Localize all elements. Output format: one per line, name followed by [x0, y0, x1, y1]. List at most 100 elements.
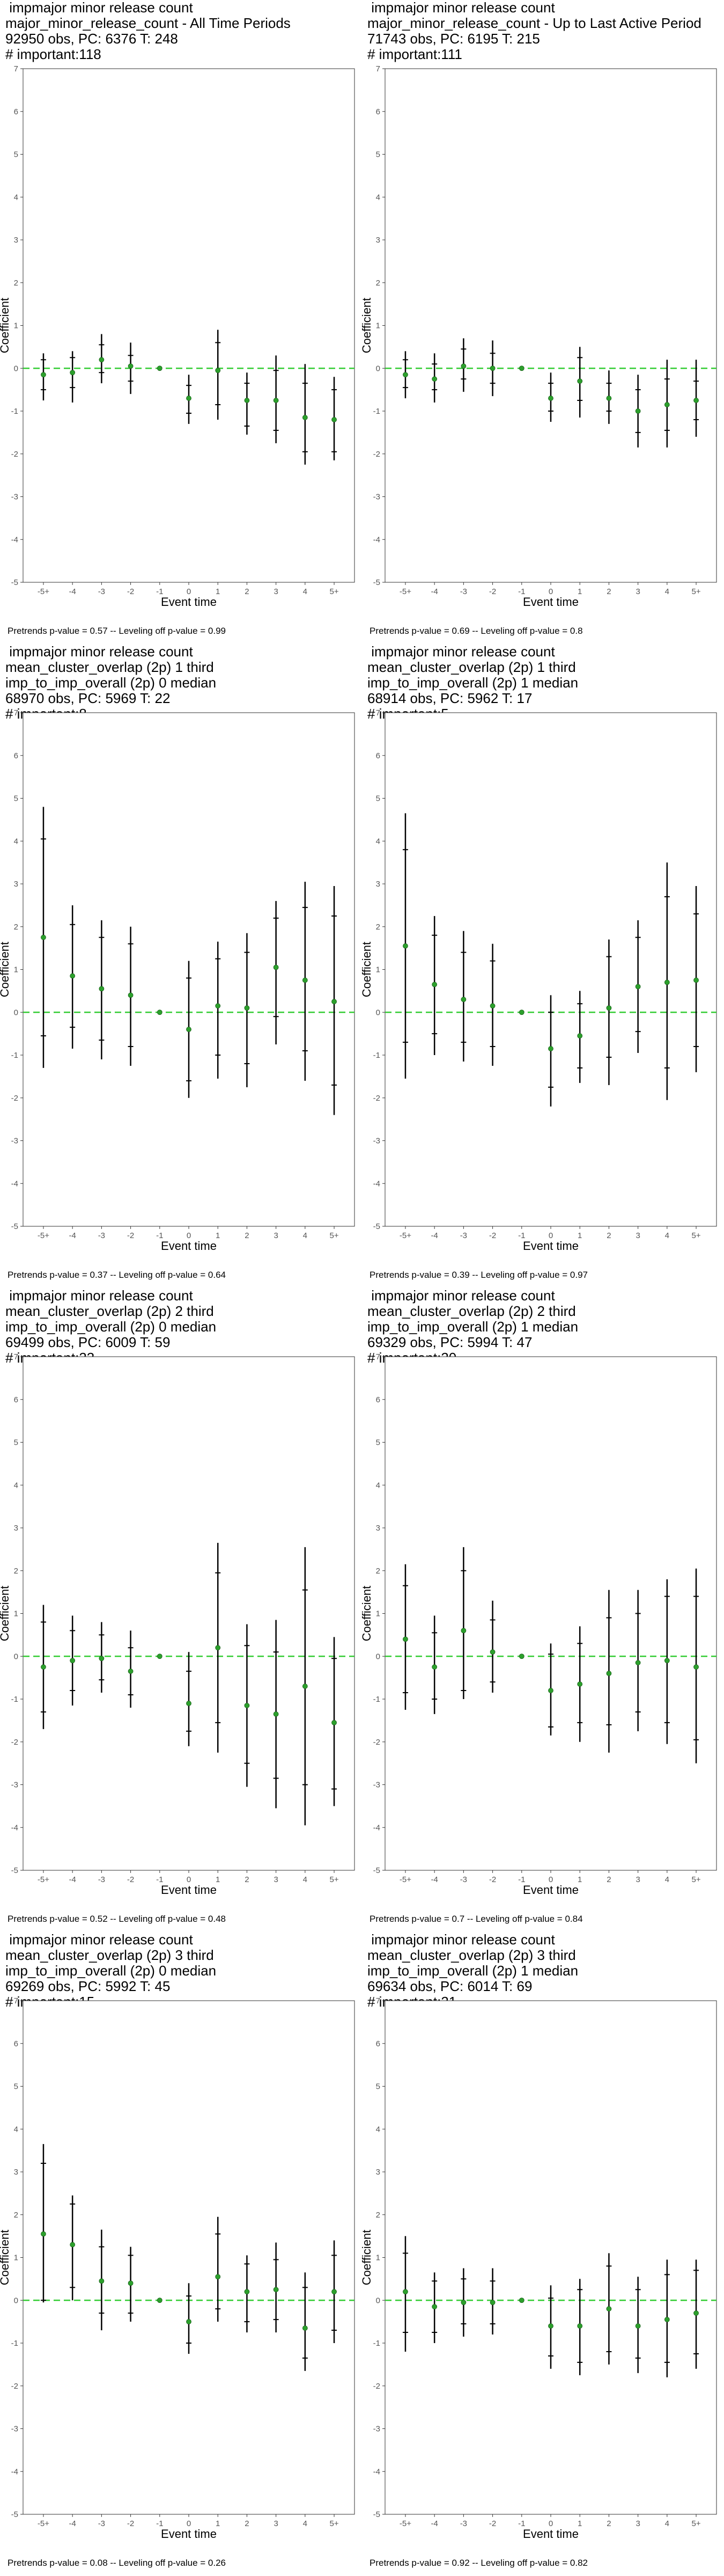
x-tick-label: 3 [274, 1231, 278, 1240]
coefficient-point [186, 1701, 191, 1706]
chart-title-line: imp_to_imp_overall (2p) 1 median [367, 675, 579, 691]
y-tick-label: 2 [376, 923, 380, 932]
coefficient-point [215, 1645, 221, 1651]
y-tick-label: -1 [11, 2339, 18, 2348]
y-tick-label: 7 [376, 708, 380, 718]
coefficient-point [693, 2310, 699, 2316]
plot-frame [23, 1356, 355, 1871]
coefficient-point [461, 1628, 467, 1634]
chart-title: impmajor minor release count mean_cluster… [5, 644, 216, 722]
coefficient-point [273, 398, 279, 403]
chart-title-line: 71743 obs, PC: 6195 T: 215 [367, 31, 540, 47]
coefficient-point [519, 365, 524, 371]
x-axis-title: Event time [523, 2527, 579, 2541]
x-tick-label: 3 [636, 1231, 640, 1240]
x-tick-label: -3 [460, 1231, 467, 1240]
x-tick-label: -4 [431, 1231, 438, 1240]
x-tick-label: -1 [518, 1875, 525, 1884]
y-tick-label: 3 [14, 2168, 18, 2177]
x-tick-label: -2 [127, 587, 134, 596]
x-tick-label: -3 [460, 587, 467, 596]
x-tick-label: 1 [216, 1875, 220, 1884]
y-tick-label: 4 [376, 1481, 380, 1490]
x-tick-label: 3 [636, 2519, 640, 2528]
y-tick-label: 4 [376, 837, 380, 846]
chart-title: impmajor minor release count mean_cluster… [5, 1288, 216, 1366]
coefficient-point [519, 2297, 524, 2303]
coefficient-point [157, 365, 162, 371]
y-tick-label: -4 [11, 535, 18, 544]
x-tick-label: -1 [518, 1231, 525, 1240]
x-tick-label: -5+ [400, 2519, 411, 2528]
x-tick-label: -4 [69, 1231, 76, 1240]
x-tick-label: 4 [665, 1875, 669, 1884]
x-tick-label: 0 [549, 2519, 553, 2528]
x-tick-label: 3 [274, 2519, 278, 2528]
y-tick-label: -4 [373, 1823, 380, 1832]
chart-panel: impmajor minor release count mean_cluster… [360, 1288, 724, 1932]
coefficient-point [461, 363, 467, 369]
y-tick-label: 0 [14, 1008, 18, 1017]
coefficient-point [302, 977, 308, 983]
y-tick-label: 1 [14, 1609, 18, 1619]
x-tick-label: 1 [578, 587, 582, 596]
y-tick-label: -4 [11, 1179, 18, 1188]
y-tick-label: -3 [373, 493, 380, 502]
coefficient-point [157, 2297, 162, 2303]
chart-title-line: 69329 obs, PC: 5994 T: 47 [367, 1334, 533, 1350]
x-tick-label: 4 [303, 1231, 307, 1240]
chart-title-line: impmajor minor release count [5, 1287, 193, 1304]
y-tick-label: 6 [14, 751, 18, 760]
coefficient-point [41, 2231, 46, 2237]
y-tick-label: -5 [11, 1222, 18, 1231]
x-tick-label: -3 [460, 2519, 467, 2528]
coefficient-point [635, 984, 641, 990]
y-tick-label: 4 [14, 193, 18, 202]
coefficient-point [70, 2242, 76, 2248]
y-tick-label: 5 [14, 794, 18, 803]
x-tick-label: 3 [274, 587, 278, 596]
y-tick-label: 5 [376, 2082, 380, 2091]
x-tick-label: 0 [549, 1231, 553, 1240]
y-axis-title: Coefficient [360, 942, 373, 998]
x-tick-label: -5+ [38, 2519, 49, 2528]
coefficient-point [302, 1684, 308, 1689]
x-tick-label: -4 [69, 2519, 76, 2528]
coefficient-point [157, 1009, 162, 1015]
x-tick-label: 4 [303, 1875, 307, 1884]
x-tick-label: 0 [187, 1231, 191, 1240]
y-tick-label: -3 [373, 2425, 380, 2434]
x-axis-title: Event time [523, 1883, 579, 1897]
coefficient-point [99, 357, 105, 363]
coefficient-point [128, 1668, 134, 1674]
x-tick-label: 5+ [691, 2519, 700, 2528]
chart-title-line: mean_cluster_overlap (2p) 2 third [367, 1303, 576, 1319]
coefficient-point [432, 1664, 438, 1670]
x-tick-label: 2 [245, 2519, 249, 2528]
chart-panel: impmajor minor release count major_minor_… [360, 0, 724, 644]
x-tick-label: -4 [69, 1875, 76, 1884]
y-tick-label: 1 [376, 321, 380, 331]
x-axis-title: Event time [161, 2527, 217, 2541]
chart-title-line: major_minor_release_count - Up to Last A… [367, 15, 701, 31]
coefficient-point [577, 1033, 583, 1039]
x-tick-label: -3 [98, 1875, 105, 1884]
x-tick-label: 0 [549, 1875, 553, 1884]
plot-frame [23, 2000, 355, 2515]
coefficient-point [273, 2287, 279, 2293]
x-tick-label: 5+ [691, 1875, 700, 1884]
coefficient-point [490, 365, 496, 371]
x-tick-label: 5+ [329, 587, 338, 596]
event-study-plot: -5 -4 -3 -2 -1 0 1 2 3 4 5 6 7 -5+ -4 -3 -2 -1 0 1 2 3 4 5+ Even… [0, 1996, 355, 2541]
plot-frame [385, 68, 717, 583]
coefficient-point [577, 378, 583, 384]
x-tick-label: -5+ [38, 1231, 49, 1240]
coefficient-point [302, 2325, 308, 2331]
chart-title-line: imp_to_imp_overall (2p) 1 median [367, 1963, 579, 1979]
coefficient-point [215, 2274, 221, 2280]
x-tick-label: 2 [245, 1875, 249, 1884]
coefficient-point [302, 415, 308, 420]
chart-title-line: imp_to_imp_overall (2p) 0 median [5, 1319, 217, 1335]
y-tick-label: 4 [14, 2125, 18, 2134]
chart-title-line: # important:118 [5, 46, 101, 62]
